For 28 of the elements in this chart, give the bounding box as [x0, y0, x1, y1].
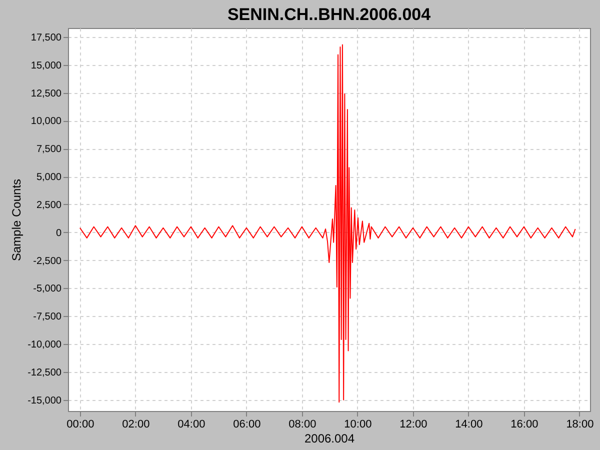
- y-tick-label: 5,000: [36, 172, 62, 184]
- y-tick-label: 7,500: [36, 144, 62, 156]
- y-tick-label: -12,500: [28, 367, 62, 378]
- y-tick-label: 2,500: [36, 200, 62, 211]
- x-tick-label: 12:00: [400, 418, 428, 430]
- chart-title: SENIN.CH..BHN.2006.004: [227, 5, 432, 24]
- y-tick-label: 0: [56, 228, 62, 239]
- x-tick-label: 18:00: [566, 418, 594, 430]
- x-tick-label: 02:00: [122, 418, 150, 430]
- x-axis-title: 2006.004: [304, 432, 355, 446]
- y-tick-label: -7,500: [33, 312, 62, 323]
- x-tick-label: 16:00: [510, 418, 538, 430]
- y-tick-label: -2,500: [33, 256, 62, 267]
- y-tick-label: 15,000: [30, 60, 62, 72]
- y-tick-label: -10,000: [28, 340, 62, 351]
- y-tick-label: -5,000: [33, 284, 62, 295]
- x-tick-label: 04:00: [178, 418, 206, 430]
- x-tick-label: 14:00: [455, 418, 483, 430]
- y-tick-label: 10,000: [30, 116, 62, 128]
- y-tick-label: -15,000: [28, 395, 62, 406]
- y-tick-label: 12,500: [30, 88, 62, 100]
- y-tick-label: 17,500: [30, 32, 62, 44]
- line-series: [79, 44, 576, 403]
- x-tick-label: 08:00: [288, 418, 316, 430]
- x-tick-label: 10:00: [344, 418, 372, 430]
- y-axis-title: Sample Counts: [10, 178, 24, 262]
- x-tick-label: 00:00: [66, 418, 94, 430]
- x-tick-label: 06:00: [233, 418, 261, 430]
